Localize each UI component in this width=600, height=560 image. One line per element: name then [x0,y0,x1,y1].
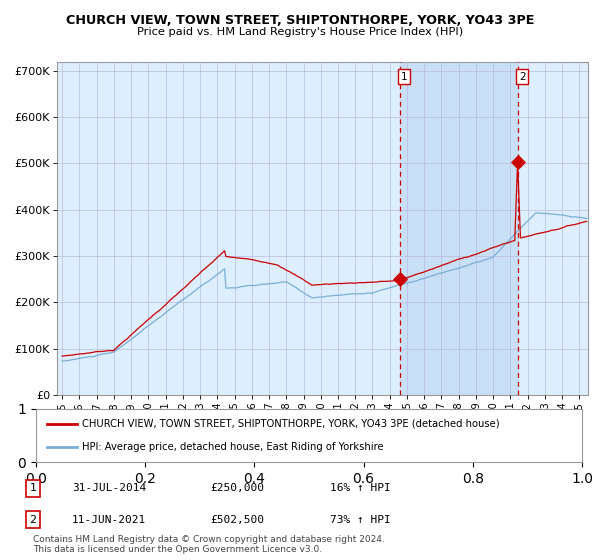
Text: Contains HM Land Registry data © Crown copyright and database right 2024.: Contains HM Land Registry data © Crown c… [33,535,385,544]
Text: CHURCH VIEW, TOWN STREET, SHIPTONTHORPE, YORK, YO43 3PE: CHURCH VIEW, TOWN STREET, SHIPTONTHORPE,… [66,14,534,27]
Text: 1: 1 [29,483,37,493]
Text: 1: 1 [401,72,407,82]
Point [395,274,404,283]
Text: 2: 2 [519,72,526,82]
Point [513,158,523,167]
Text: 31-JUL-2014: 31-JUL-2014 [72,483,146,493]
Text: £502,500: £502,500 [210,515,264,525]
Text: HPI: Average price, detached house, East Riding of Yorkshire: HPI: Average price, detached house, East… [82,442,384,452]
Text: £250,000: £250,000 [210,483,264,493]
Text: CHURCH VIEW, TOWN STREET, SHIPTONTHORPE, YORK, YO43 3PE (detached house): CHURCH VIEW, TOWN STREET, SHIPTONTHORPE,… [82,419,500,429]
Text: Price paid vs. HM Land Registry's House Price Index (HPI): Price paid vs. HM Land Registry's House … [137,27,463,37]
Text: 16% ↑ HPI: 16% ↑ HPI [330,483,391,493]
Text: 2: 2 [29,515,37,525]
Text: 11-JUN-2021: 11-JUN-2021 [72,515,146,525]
Text: This data is licensed under the Open Government Licence v3.0.: This data is licensed under the Open Gov… [33,545,322,554]
Text: 73% ↑ HPI: 73% ↑ HPI [330,515,391,525]
Bar [400,62,518,395]
